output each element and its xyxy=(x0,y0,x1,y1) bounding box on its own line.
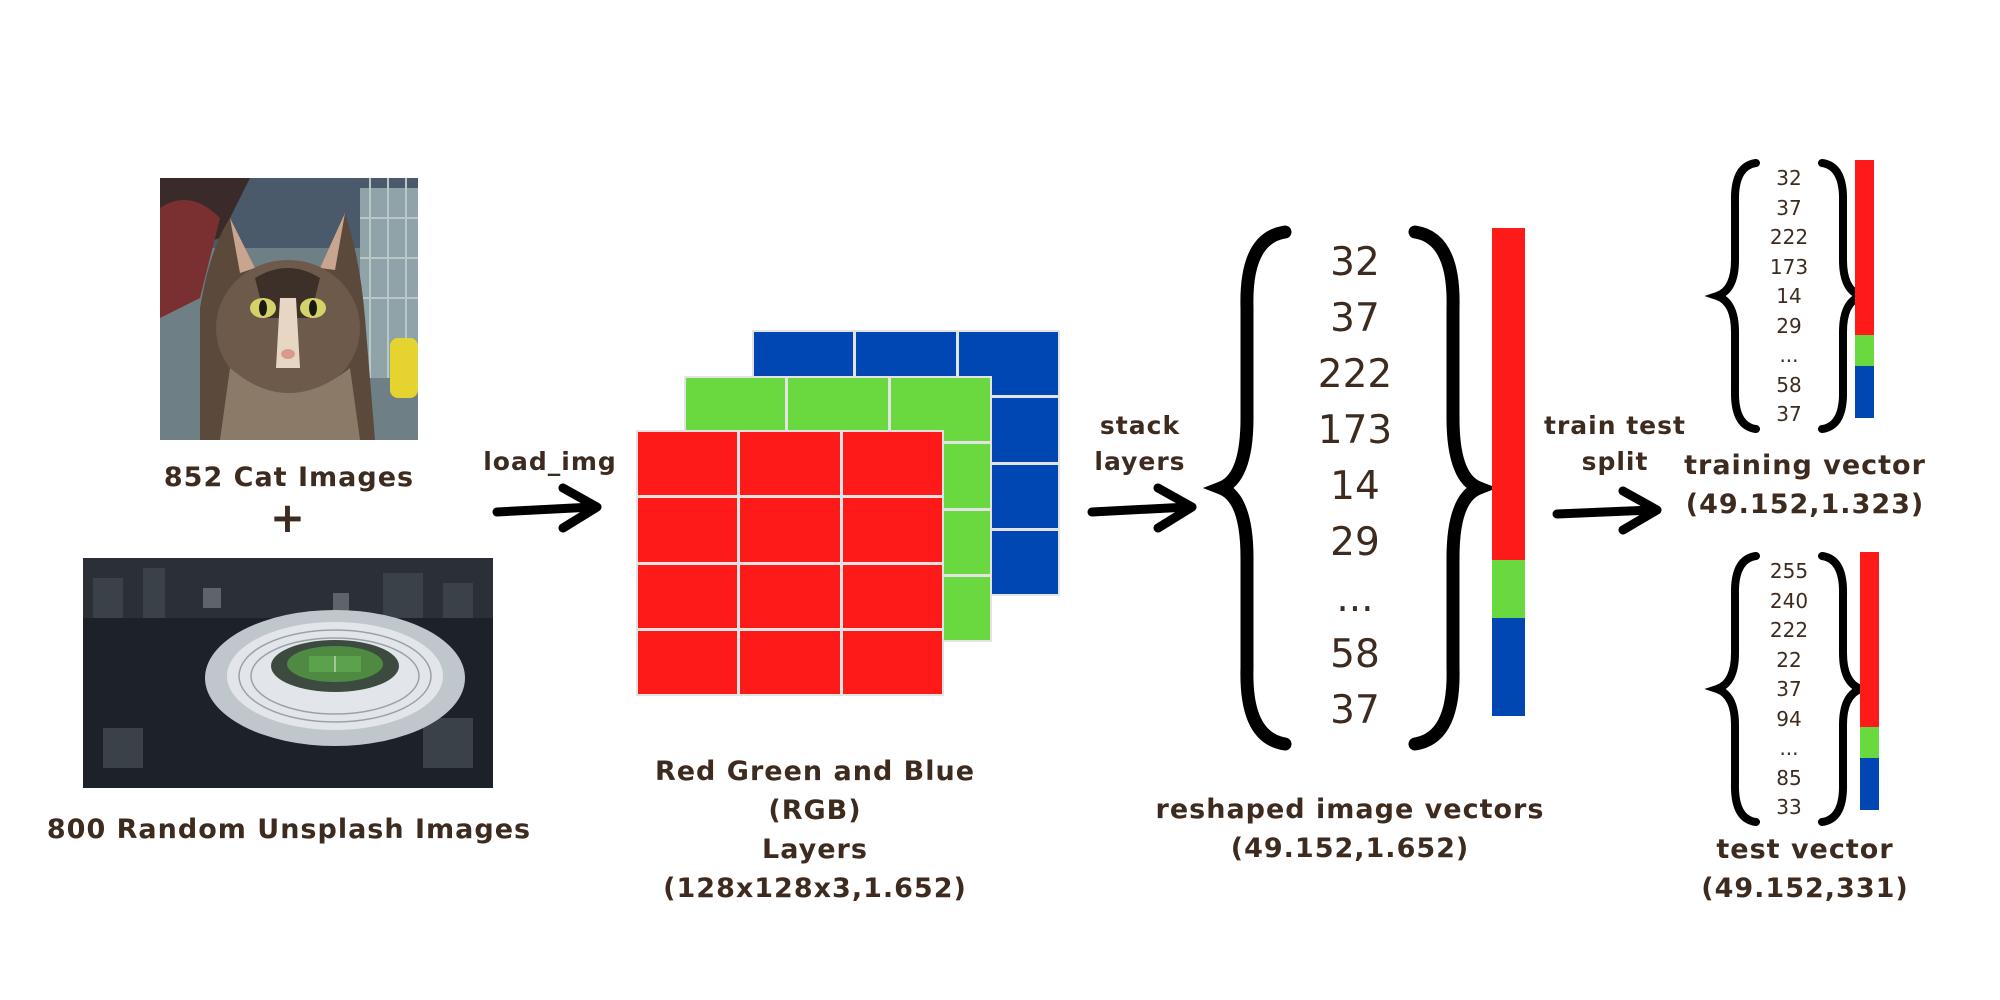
reshaped-shape: (49.152,1.652) xyxy=(1230,833,1470,865)
test-left-brace-icon xyxy=(1704,552,1760,826)
reshaped-right-brace-icon xyxy=(1408,225,1498,751)
cat-images-label: 852 Cat Images xyxy=(163,462,415,493)
vector-value: 32 xyxy=(1776,166,1802,190)
layer-cell xyxy=(842,498,942,562)
vector-value: 37 xyxy=(1330,688,1380,733)
reshaped-left-brace-icon xyxy=(1202,225,1292,751)
vector-value: 240 xyxy=(1769,588,1809,613)
stack-layers-label: stack layers xyxy=(1070,408,1210,481)
reshaped-title: reshaped image vectors (49.152,1.652) xyxy=(1135,790,1565,868)
vector-value: 58 xyxy=(1330,632,1380,677)
vector-value: 33 xyxy=(1776,795,1802,819)
plus-sign: + xyxy=(269,493,307,542)
layer-cell xyxy=(740,630,840,694)
rgb-shape: (128x128x3,1.652) xyxy=(663,873,967,905)
test-right-brace-icon xyxy=(1818,552,1874,826)
rgb-layers-title: Red Green and Blue (RGB) Layers (128x128… xyxy=(610,752,1020,909)
vector-value: 37 xyxy=(1330,296,1380,341)
test-values-list: 255 240 222 22 37 94... 85 33 xyxy=(1754,557,1824,823)
reshaped-values-list: 32 37 222 173 14 29... 58 37 xyxy=(1300,235,1410,739)
layer-cell xyxy=(638,432,738,496)
layer-cell xyxy=(638,498,738,562)
vector-value: 85 xyxy=(1776,765,1802,790)
vector-value: ... xyxy=(1336,576,1374,621)
test-color-bar xyxy=(1860,552,1879,810)
layer-cell xyxy=(638,630,738,694)
reshaped-color-bar xyxy=(1492,228,1525,716)
vector-value: 222 xyxy=(1769,225,1809,249)
layer-cell xyxy=(740,498,840,562)
training-color-bar xyxy=(1855,160,1874,418)
load-arrow-icon xyxy=(492,483,602,533)
split-label-line-2: split xyxy=(1581,447,1649,477)
stack-label-line-2: layers xyxy=(1094,447,1186,477)
training-title: training vector (49.152,1.323) xyxy=(1680,446,1930,524)
vector-value: 173 xyxy=(1317,408,1393,453)
vector-value: 222 xyxy=(1317,352,1393,397)
red-segment xyxy=(1860,552,1879,728)
load-img-label: load_img xyxy=(483,447,617,476)
layer-cell xyxy=(740,564,840,628)
vector-value: 37 xyxy=(1776,402,1802,426)
cat-photo xyxy=(160,178,418,440)
training-shape: (49.152,1.323) xyxy=(1685,489,1925,521)
layer-cell xyxy=(740,432,840,496)
vector-value: 29 xyxy=(1330,520,1380,565)
rgb-title-line-2: Layers xyxy=(762,834,868,866)
stadium-photo xyxy=(83,558,493,788)
layer-cell xyxy=(842,432,942,496)
vector-value: 14 xyxy=(1330,464,1380,509)
rgb-title-line-1: Red Green and Blue (RGB) xyxy=(654,756,976,827)
green-segment xyxy=(1855,335,1874,367)
test-title-text: test vector xyxy=(1716,834,1894,865)
layer-cell xyxy=(638,564,738,628)
training-title-text: training vector xyxy=(1684,450,1926,481)
red-segment xyxy=(1855,160,1874,336)
vector-value: 58 xyxy=(1776,372,1802,397)
vector-value: 173 xyxy=(1769,254,1809,279)
layer-cell xyxy=(842,630,942,694)
blue-segment xyxy=(1492,618,1525,716)
green-segment xyxy=(1860,727,1879,759)
training-values-list: 32 37 222 173 14 29... 58 37 xyxy=(1754,164,1824,430)
green-segment xyxy=(1492,559,1525,619)
vector-value: 37 xyxy=(1776,195,1802,220)
vector-value: ... xyxy=(1779,343,1799,367)
vector-value: 29 xyxy=(1776,313,1802,338)
training-left-brace-icon xyxy=(1704,159,1760,433)
vector-value: 255 xyxy=(1769,559,1809,583)
vector-value: 222 xyxy=(1769,618,1809,642)
red-layer xyxy=(636,430,944,696)
split-arrow-icon xyxy=(1552,486,1662,535)
vector-value: 22 xyxy=(1776,647,1802,672)
vector-value: 32 xyxy=(1330,240,1380,285)
test-shape: (49.152,331) xyxy=(1701,873,1909,905)
random-images-label: 800 Random Unsplash Images xyxy=(46,814,532,845)
vector-value: 94 xyxy=(1776,706,1802,731)
split-label-line-1: train test xyxy=(1544,411,1686,440)
stack-arrow-icon xyxy=(1087,483,1197,533)
vector-value: 14 xyxy=(1776,284,1802,308)
blue-segment xyxy=(1855,366,1874,418)
stack-label-line-1: stack xyxy=(1099,411,1181,440)
train-test-split-label: train test split xyxy=(1535,408,1695,481)
red-segment xyxy=(1492,228,1525,560)
test-title: test vector (49.152,331) xyxy=(1680,830,1930,908)
reshaped-title-text: reshaped image vectors xyxy=(1155,794,1545,825)
vector-value: ... xyxy=(1779,736,1799,760)
vector-value: 37 xyxy=(1776,677,1802,701)
layer-cell xyxy=(842,564,942,628)
blue-segment xyxy=(1860,758,1879,810)
